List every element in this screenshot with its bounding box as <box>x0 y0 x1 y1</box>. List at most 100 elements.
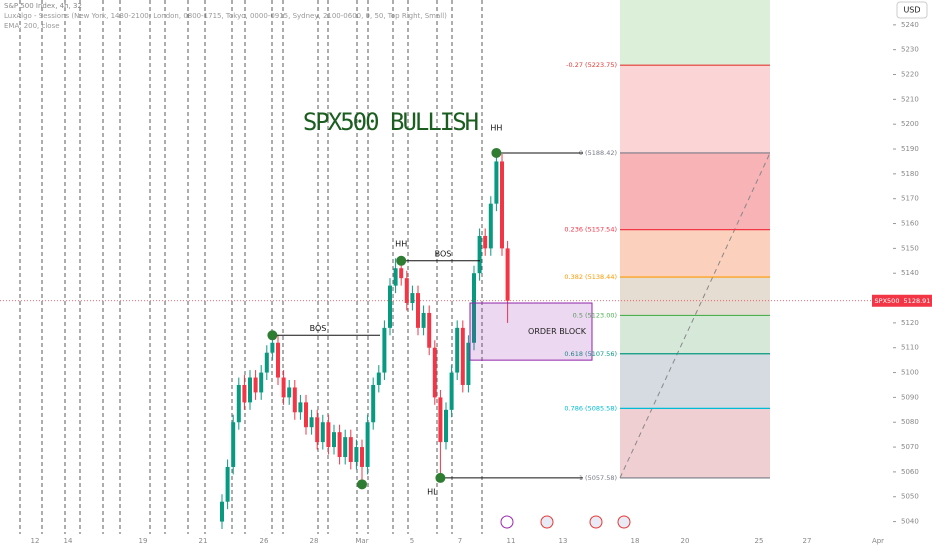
candle-body <box>460 327 465 385</box>
fib-label: 0.618 (5107.56) <box>564 350 617 358</box>
y-tick-label: 5040 <box>901 518 919 526</box>
candle-body <box>365 422 370 467</box>
candle-body <box>371 384 376 423</box>
candle-body <box>483 235 488 249</box>
candle-body <box>376 372 381 385</box>
x-tick-label: 18 <box>631 537 640 545</box>
fib-zone <box>620 229 770 278</box>
candle-body <box>477 235 482 274</box>
candle-body <box>348 437 353 462</box>
x-tick-label: 19 <box>139 537 148 545</box>
y-tick-label: 5190 <box>901 145 919 153</box>
candle-body <box>320 422 325 443</box>
header-line: S&P 500 Index, 4h, 32 <box>4 2 82 10</box>
pivot-dot <box>435 472 446 483</box>
symbol: SPX500 <box>875 297 900 305</box>
fib-label: 0.236 (5157.54) <box>564 226 617 234</box>
candle-body <box>276 342 280 378</box>
y-tick-label: 5170 <box>901 195 919 203</box>
candle-body <box>309 417 314 428</box>
order-block-label: ORDER BLOCK <box>528 327 587 336</box>
candle-body <box>404 278 409 304</box>
candle-body <box>505 248 510 301</box>
order-block <box>469 302 593 361</box>
y-tick-label: 5050 <box>901 493 919 501</box>
label: BOS <box>310 324 327 333</box>
y-tick-label: 5070 <box>901 443 919 451</box>
candle-body <box>315 417 320 443</box>
y-tick-label: 5230 <box>901 46 919 54</box>
currency-box[interactable] <box>896 1 928 19</box>
x-tick-label: 7 <box>458 537 462 545</box>
x-tick-label: 14 <box>64 537 73 545</box>
header-line: LuxAlgo - Sessions (New York, 1430-2100,… <box>4 12 447 20</box>
candle-body <box>326 422 331 448</box>
y-tick-label: 5120 <box>901 319 919 327</box>
x-tick-label: 20 <box>681 537 690 545</box>
candle-body <box>427 312 432 348</box>
x-tick-label: 12 <box>31 537 40 545</box>
fib-zone <box>620 315 770 354</box>
candle-body <box>449 372 454 410</box>
candle-body <box>472 273 476 343</box>
y-tick-label: 5180 <box>901 170 919 178</box>
fib-zone <box>620 0 770 66</box>
candle-body <box>253 377 258 393</box>
fib-label: -0.27 (5223.75) <box>566 61 617 69</box>
event-icon[interactable] <box>589 515 603 529</box>
y-tick-label: 5080 <box>901 418 919 426</box>
pivot-dot <box>396 255 407 266</box>
candle-body <box>382 327 387 373</box>
pivot-dot <box>491 147 502 158</box>
currency[interactable]: USD <box>903 6 920 15</box>
fib-label: 1 (5057.58) <box>579 474 617 482</box>
y-tick-label: 5060 <box>901 468 919 476</box>
candle-body <box>494 161 499 204</box>
candle-body <box>438 397 443 443</box>
x-tick-label: 25 <box>755 537 764 545</box>
candle-body <box>220 501 224 522</box>
candle-body <box>264 352 269 373</box>
y-tick-label: 5090 <box>901 393 919 401</box>
candle-body <box>444 409 448 443</box>
trend-line <box>619 152 771 479</box>
pivot-dot <box>357 479 367 490</box>
candle-body <box>259 372 264 393</box>
y-tick-label: 5100 <box>901 369 919 377</box>
candle-body <box>393 268 398 286</box>
event-icon[interactable] <box>617 515 631 529</box>
pivot-dot <box>267 330 278 341</box>
candle-body <box>242 384 247 403</box>
y-tick-label: 5110 <box>901 344 919 352</box>
label: BOS <box>435 249 452 258</box>
header-line: EMA, 200, close <box>4 22 60 30</box>
candle-body <box>231 422 236 467</box>
y-tick-label: 5150 <box>901 244 919 252</box>
fib-zone <box>620 65 770 153</box>
y-tick-label: 5200 <box>901 120 919 128</box>
fib-zone <box>620 152 770 230</box>
x-tick-label: Mar <box>355 537 368 545</box>
candle-body <box>298 402 303 413</box>
x-tick-label: 21 <box>199 537 208 545</box>
candle-body <box>354 447 359 462</box>
fib-zone <box>620 408 770 478</box>
price-tag <box>902 294 932 307</box>
event-icon[interactable] <box>500 515 514 529</box>
candle-body <box>388 285 392 328</box>
candle-body <box>225 466 230 502</box>
x-tick-label: 13 <box>559 537 568 545</box>
y-tick-label: 5140 <box>901 269 919 277</box>
chart-title: SPX500 BULLISH <box>303 108 478 136</box>
symbol-tag <box>872 294 902 307</box>
candle-body <box>488 203 493 249</box>
x-tick-label: 5 <box>410 537 414 545</box>
event-icon[interactable] <box>540 515 554 529</box>
candle-body <box>410 293 415 304</box>
label: HH <box>395 239 407 248</box>
candle-body <box>343 437 348 458</box>
candle-body <box>432 347 437 398</box>
y-tick-label: 5220 <box>901 71 919 79</box>
